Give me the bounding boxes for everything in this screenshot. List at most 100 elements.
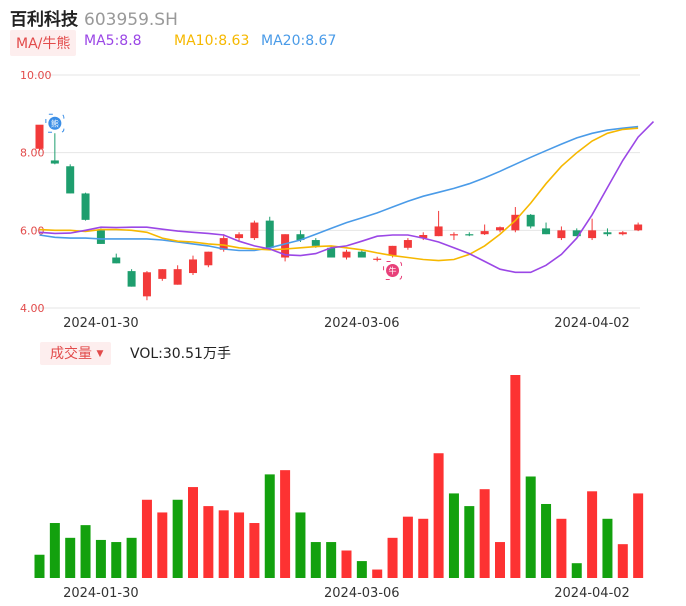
candlestick-chart[interactable]: 10.00 8.00 6.00 4.00 熊牛 2024-01-30 2024-03-06 2… <box>0 0 686 340</box>
volume-bar[interactable] <box>356 561 367 578</box>
volume-bar[interactable] <box>49 523 60 578</box>
candle[interactable] <box>403 238 412 250</box>
volume-bar[interactable] <box>295 512 306 578</box>
candle[interactable] <box>588 218 597 241</box>
volume-bar[interactable] <box>310 542 321 578</box>
candle[interactable] <box>204 251 213 268</box>
candle[interactable] <box>634 222 643 232</box>
volume-bar[interactable] <box>556 518 567 578</box>
volume-bar[interactable] <box>372 569 383 578</box>
volume-bar[interactable] <box>617 544 628 578</box>
y-tick-label: 10.00 <box>20 69 52 82</box>
candle[interactable] <box>496 226 504 233</box>
candle-body <box>235 234 244 239</box>
candle[interactable] <box>557 226 566 241</box>
volume-x-tick-label: 2024-04-02 <box>554 586 630 601</box>
candle[interactable] <box>127 269 136 287</box>
stock-code: 603959.SH <box>84 10 178 30</box>
candle-body <box>265 220 274 248</box>
candle[interactable] <box>265 216 274 248</box>
ma20-line <box>39 125 639 252</box>
volume-bar[interactable] <box>157 512 168 578</box>
volume-bar[interactable] <box>80 525 91 578</box>
candle[interactable] <box>281 234 290 262</box>
volume-bar[interactable] <box>280 470 291 578</box>
volume-bar[interactable] <box>541 503 552 578</box>
candle[interactable] <box>449 232 458 241</box>
candle-body <box>35 124 44 149</box>
candle-body <box>66 166 75 194</box>
volume-bar[interactable] <box>341 550 352 578</box>
candle[interactable] <box>434 210 443 237</box>
candle[interactable] <box>342 249 351 260</box>
candle[interactable] <box>158 269 167 281</box>
volume-bar[interactable] <box>479 489 490 578</box>
candle[interactable] <box>81 192 90 221</box>
volume-bar[interactable] <box>602 518 613 578</box>
volume-bar[interactable] <box>633 493 644 578</box>
volume-bar[interactable] <box>387 537 398 578</box>
volume-bar[interactable] <box>433 453 444 578</box>
volume-bar[interactable] <box>95 539 106 578</box>
candle-body <box>496 227 504 231</box>
volume-bar[interactable] <box>571 563 582 578</box>
candle-body <box>634 224 643 231</box>
volume-bar[interactable] <box>418 518 429 578</box>
volume-bar[interactable] <box>587 491 598 578</box>
candle[interactable] <box>112 253 121 264</box>
candle-body <box>511 214 520 231</box>
volume-bar[interactable] <box>249 523 260 578</box>
volume-bar[interactable] <box>218 510 229 578</box>
volume-bar[interactable] <box>402 516 413 578</box>
volume-bar[interactable] <box>264 474 275 578</box>
candle[interactable] <box>373 256 382 262</box>
candle-body <box>618 232 627 235</box>
volume-bar[interactable] <box>495 542 505 578</box>
candle-body <box>219 238 228 250</box>
y-tick-label: 4.00 <box>20 302 45 315</box>
bear-marker-icon[interactable]: 熊 <box>45 113 65 133</box>
volume-bar[interactable] <box>172 499 183 578</box>
volume-bar[interactable] <box>234 512 245 578</box>
bull-marker-icon[interactable]: 牛 <box>383 261 403 281</box>
candle[interactable] <box>603 228 612 237</box>
volume-bar[interactable] <box>111 542 122 578</box>
candle[interactable] <box>572 228 581 237</box>
volume-bar[interactable] <box>326 542 337 578</box>
stock-name: 百利科技 <box>10 10 78 30</box>
candle[interactable] <box>526 214 535 229</box>
candle[interactable] <box>189 255 197 275</box>
volume-bar[interactable] <box>525 476 536 579</box>
candle-body <box>572 230 581 237</box>
volume-bar[interactable] <box>65 537 76 578</box>
candle[interactable] <box>618 231 627 236</box>
candle-body <box>434 226 443 237</box>
volume-bar[interactable] <box>34 554 45 578</box>
ma-indicator-button[interactable]: MA/牛熊 <box>10 30 77 56</box>
candle[interactable] <box>250 220 259 241</box>
candle-body <box>127 271 136 287</box>
volume-bar[interactable] <box>188 487 198 578</box>
candle[interactable] <box>66 164 75 194</box>
candle[interactable] <box>96 228 105 244</box>
candle[interactable] <box>542 222 551 235</box>
volume-x-tick-label: 2024-03-06 <box>324 586 400 601</box>
volume-bar[interactable] <box>203 506 214 578</box>
volume-value: VOL:30.51万手 <box>130 346 231 362</box>
candle[interactable] <box>50 133 59 165</box>
volume-bar[interactable] <box>141 499 152 578</box>
volume-bar[interactable] <box>126 537 137 578</box>
x-tick-label: 2024-01-30 <box>63 316 139 331</box>
volume-indicator-button[interactable]: 成交量 ▼ <box>40 342 112 365</box>
candle[interactable] <box>35 124 44 151</box>
volume-bar[interactable] <box>448 493 459 578</box>
candle-body <box>357 251 366 258</box>
candle[interactable] <box>142 271 151 301</box>
volume-bar[interactable] <box>510 375 521 578</box>
candle[interactable] <box>357 249 366 258</box>
ma5-label: MA5:8.8 <box>84 33 142 49</box>
candle[interactable] <box>480 224 489 235</box>
candle[interactable] <box>173 265 182 285</box>
volume-bar[interactable] <box>464 506 475 578</box>
candle[interactable] <box>465 232 474 237</box>
